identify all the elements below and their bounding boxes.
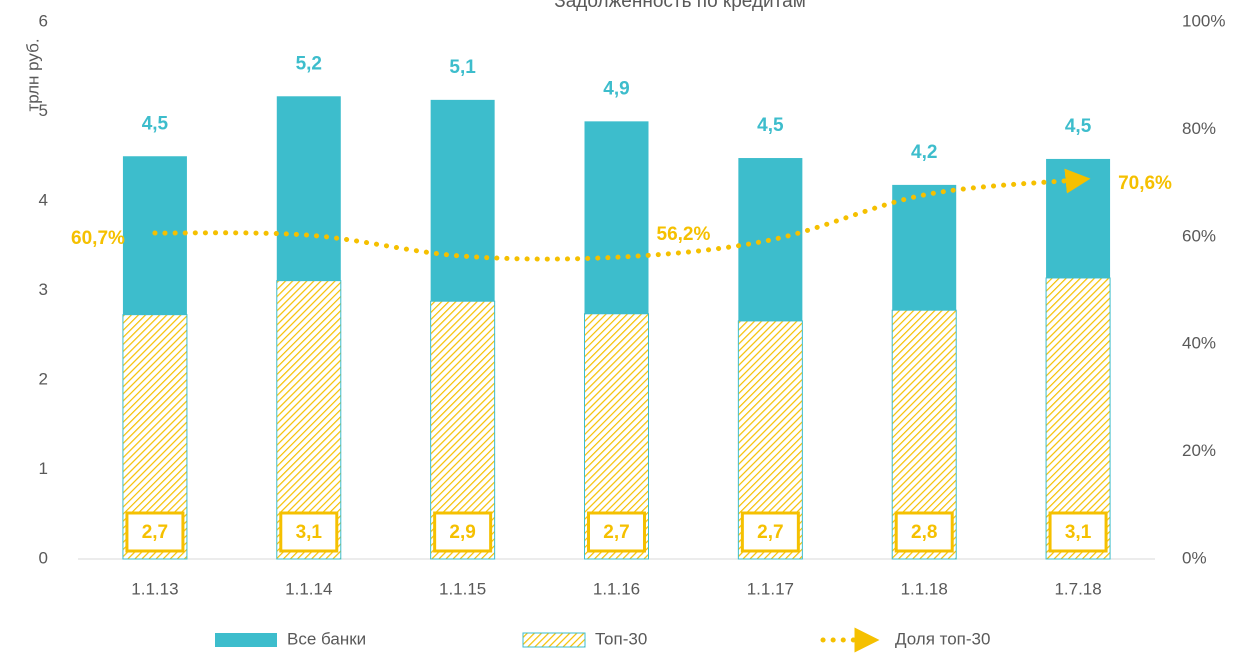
label-box (279, 511, 339, 553)
x-tick-label: 1.1.17 (747, 579, 794, 598)
y-tick-label: 0 (39, 548, 48, 567)
x-tick-label: 1.7.18 (1054, 579, 1101, 598)
bar-value-label: 5,1 (449, 57, 476, 78)
line-value-label: 56,2% (657, 224, 711, 245)
bar-value-label: 2,9 (449, 522, 475, 543)
bar-value-label: 3,1 (1065, 522, 1092, 543)
y2-tick-label: 60% (1182, 226, 1216, 245)
x-tick-label: 1.1.18 (901, 579, 948, 598)
line-value-label: 60,7% (71, 228, 125, 249)
legend-swatch (215, 633, 277, 647)
bar-value-label: 5,2 (296, 53, 322, 74)
chart-title: Задолженность по кредитам (554, 0, 806, 12)
y2-tick-label: 40% (1182, 334, 1216, 353)
x-tick-label: 1.1.13 (131, 579, 178, 598)
y2-tick-label: 20% (1182, 441, 1216, 460)
bar-value-label: 2,7 (142, 522, 168, 543)
y-tick-label: 5 (39, 101, 48, 120)
bar-value-label: 4,5 (1065, 116, 1092, 137)
y-tick-label: 2 (39, 369, 48, 388)
bar-value-label: 2,7 (603, 522, 629, 543)
legend-label: Топ-30 (595, 629, 647, 648)
label-box (125, 511, 185, 553)
label-box (894, 511, 954, 553)
bar-value-label: 2,7 (757, 522, 783, 543)
y-tick-label: 3 (39, 280, 48, 299)
bar-value-label: 4,5 (757, 115, 784, 136)
y2-tick-label: 80% (1182, 119, 1216, 138)
label-box (740, 511, 800, 553)
bar-value-label: 4,5 (142, 113, 169, 134)
legend-label: Все банки (287, 629, 366, 648)
x-tick-label: 1.1.16 (593, 579, 640, 598)
y-axis-label: трлн руб. (23, 38, 42, 111)
label-box (1048, 511, 1108, 553)
y2-tick-label: 0% (1182, 548, 1207, 567)
label-box (587, 511, 646, 553)
label-box (433, 511, 493, 553)
y-tick-label: 6 (39, 11, 48, 30)
y2-tick-label: 100% (1182, 11, 1225, 30)
line-value-label: 70,6% (1118, 173, 1172, 194)
legend-swatch (522, 632, 586, 648)
legend-label: Доля топ-30 (895, 629, 990, 648)
y-tick-label: 1 (39, 459, 48, 478)
bar-value-label: 4,9 (603, 78, 629, 99)
bar-value-label: 4,2 (911, 142, 937, 163)
share-line (152, 168, 1091, 262)
bar-value-label: 2,8 (911, 522, 937, 543)
y-tick-label: 4 (39, 190, 48, 209)
x-tick-label: 1.1.15 (439, 579, 486, 598)
x-tick-label: 1.1.14 (285, 579, 332, 598)
bar-value-label: 3,1 (296, 522, 323, 543)
